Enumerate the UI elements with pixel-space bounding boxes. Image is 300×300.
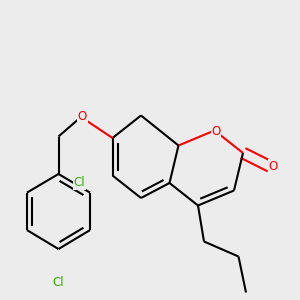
Text: O: O bbox=[212, 124, 220, 138]
Text: Cl: Cl bbox=[74, 176, 85, 190]
Text: O: O bbox=[268, 160, 278, 173]
Text: O: O bbox=[78, 110, 87, 123]
Text: Cl: Cl bbox=[53, 275, 64, 289]
